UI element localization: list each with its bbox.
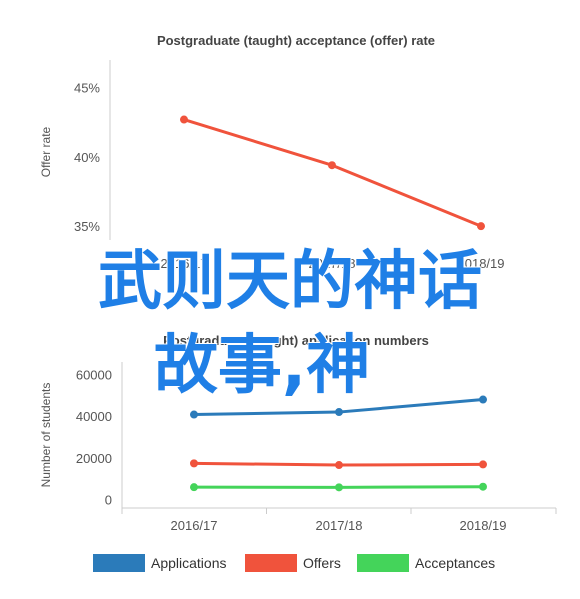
- legend-label: Acceptances: [415, 555, 495, 571]
- data-point: [335, 461, 343, 470]
- data-point: [190, 483, 198, 492]
- legend-swatch: [245, 554, 297, 572]
- data-point: [335, 483, 343, 492]
- overlay-watermark: 武则天的神话 故事,神: [97, 244, 483, 404]
- y-tick-label: 40%: [74, 150, 100, 165]
- x-tick-label: 2018/19: [458, 256, 505, 271]
- legend-swatch: [357, 554, 409, 572]
- chart-title: Postgraduate (taught) acceptance (offer)…: [157, 33, 435, 48]
- legend-label: Applications: [151, 555, 227, 571]
- overlay-line-2: 故事,神: [154, 329, 370, 403]
- data-point: [190, 410, 198, 419]
- data-point: [190, 459, 198, 468]
- data-point: [335, 408, 343, 417]
- legend-swatch: [93, 554, 145, 572]
- y-tick-label: 45%: [74, 81, 100, 96]
- chart-title: Postgraduate (taught) application number…: [163, 333, 429, 348]
- overlay-line-1: 武则天的神话: [98, 245, 482, 319]
- x-tick-label: 2016/17: [161, 256, 208, 271]
- data-point: [180, 115, 188, 124]
- data-point: [479, 482, 487, 491]
- data-point: [479, 395, 487, 404]
- y-tick-label: 0: [105, 493, 112, 508]
- chart-application-numbers: Postgraduate (taught) application number…: [39, 333, 557, 572]
- series-line: [182, 118, 483, 228]
- data-point: [328, 161, 336, 170]
- chart-offer-rate: Postgraduate (taught) acceptance (offer)…: [39, 33, 505, 271]
- data-point: [477, 222, 485, 231]
- x-tick-label: 2016/17: [171, 518, 218, 533]
- y-tick-label: 35%: [74, 219, 100, 234]
- x-tick-label: 2017/18: [309, 256, 356, 271]
- legend-label: Offers: [303, 555, 341, 571]
- x-tick-label: 2017/18: [316, 518, 363, 533]
- y-axis-label: Offer rate: [39, 126, 53, 177]
- y-axis-label: Number of students: [39, 383, 53, 488]
- data-point: [479, 460, 487, 469]
- y-tick-label: 20000: [76, 451, 112, 466]
- y-tick-label: 60000: [76, 368, 112, 383]
- x-tick-label: 2018/19: [460, 518, 507, 533]
- y-tick-label: 40000: [76, 409, 112, 424]
